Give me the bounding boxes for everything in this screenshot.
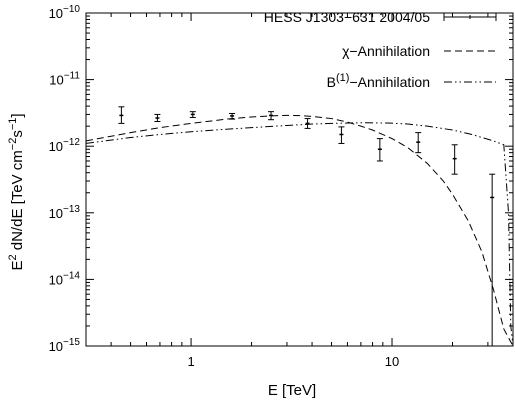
- y-tick-label-base: 10: [49, 139, 63, 154]
- y-tick-label-exp: −13: [63, 204, 80, 215]
- y-tick-label: 10−14: [49, 270, 81, 287]
- y-axis-title-close: ]: [9, 113, 26, 117]
- y-axis-title-e: E: [9, 261, 26, 271]
- legend-entry-b1: B(1)−Annihilation: [327, 72, 496, 90]
- series-line-1: [86, 114, 513, 346]
- legend-label-b1-base: B: [327, 74, 336, 90]
- data-point: [229, 112, 236, 120]
- y-tick-label-exp: −12: [63, 137, 80, 148]
- y-tick-label-base: 10: [49, 6, 63, 21]
- y-tick-label-exp: −14: [63, 270, 80, 281]
- data-point: [118, 106, 125, 124]
- legend-entry-chi: χ−Annihilation: [342, 43, 496, 59]
- series-line-2: [86, 122, 513, 346]
- y-tick-label-exp: −15: [63, 337, 80, 348]
- y-axis-title: E2 dN/dE [TeV cm−2s−1]: [7, 113, 26, 270]
- legend-label-b1-sup: (1): [336, 72, 349, 84]
- data-point: [415, 132, 422, 154]
- x-axis-title: E [TeV]: [268, 382, 316, 399]
- legend-label-chi: χ−Annihilation: [342, 43, 430, 59]
- y-tick-label: 10−15: [49, 337, 81, 354]
- data-point: [338, 126, 345, 144]
- x-tick-label: 10: [385, 354, 399, 369]
- data-point: [189, 111, 196, 118]
- legend-label-hess: HESS J1303−631 2004/05: [264, 9, 430, 25]
- legend-sample-hess: [443, 13, 497, 21]
- legend-label-b1-rest: −Annihilation: [349, 74, 430, 90]
- y-tick-label: 10−12: [49, 137, 81, 154]
- data-point: [489, 173, 496, 346]
- x-tick-label: 1: [187, 354, 194, 369]
- data-point: [154, 113, 161, 122]
- y-axis-title-sup2: −2: [7, 138, 19, 151]
- plot-frame: [85, 12, 514, 347]
- data-point: [376, 138, 383, 162]
- y-axis-title-sup3: −1: [7, 118, 19, 131]
- data-point: [268, 111, 275, 121]
- data-point: [451, 144, 458, 175]
- legend-label-b1: B(1)−Annihilation: [327, 72, 430, 90]
- y-tick-label: 10−13: [49, 204, 81, 221]
- y-tick-label-base: 10: [49, 339, 63, 354]
- y-axis-title-sup1: 2: [7, 254, 19, 260]
- y-tick-label-exp: −11: [64, 71, 81, 82]
- legend: HESS J1303−631 2004/05 χ−Annihilation B(…: [264, 9, 497, 90]
- y-tick-label-base: 10: [49, 272, 63, 287]
- y-tick-label-base: 10: [49, 206, 63, 221]
- y-axis-title-s: s: [9, 130, 26, 138]
- y-axis-title-text: E2 dN/dE [TeV cm−2s−1]: [7, 113, 26, 270]
- y-tick-label: 10−11: [49, 71, 80, 88]
- y-axis-title-mid: dN/dE [TeV cm: [9, 150, 26, 254]
- y-tick-label: 10−10: [49, 4, 81, 21]
- data-point: [304, 118, 311, 129]
- y-tick-label-exp: −10: [63, 4, 80, 15]
- legend-entry-hess: HESS J1303−631 2004/05: [264, 9, 497, 25]
- y-tick-label-base: 10: [49, 73, 63, 88]
